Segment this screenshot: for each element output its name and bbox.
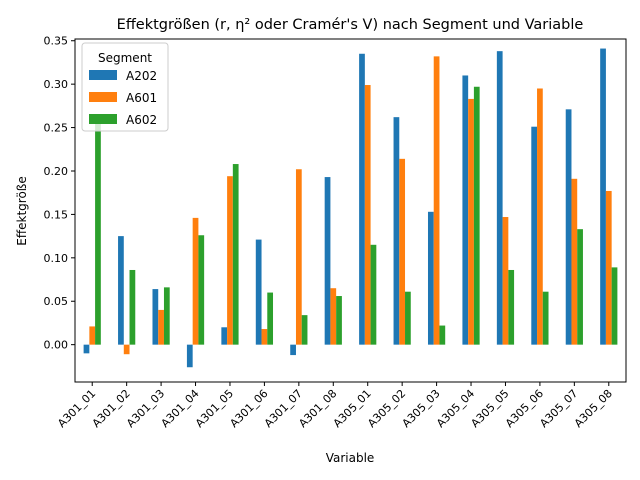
bar-A202-A301_07 xyxy=(290,344,296,356)
bar-A601-A301_06 xyxy=(261,329,268,345)
bar-A202-A301_05 xyxy=(221,327,228,345)
legend: Segment A202 A601 A602 xyxy=(81,42,169,132)
plot-frame xyxy=(74,38,627,383)
bar-A202-A305_08 xyxy=(600,48,606,345)
x-tick-label: A305_08 xyxy=(572,387,615,430)
y-tick-label: 0.15 xyxy=(44,208,69,221)
legend-swatch-A601 xyxy=(89,92,117,102)
y-axis-label: Effektgröße xyxy=(15,176,29,245)
bar-A202-A301_08 xyxy=(324,177,331,345)
bar-A602-A301_06 xyxy=(267,292,274,345)
legend-label-A202: A202 xyxy=(126,69,157,83)
bar-A601-A305_06 xyxy=(537,88,543,345)
legend-title: Segment xyxy=(98,51,152,65)
bar-A202-A305_03 xyxy=(427,211,434,345)
bar-A601-A301_07 xyxy=(295,169,302,345)
bar-A202-A305_01 xyxy=(359,53,365,345)
bar-A602-A301_01 xyxy=(95,120,101,345)
bar-A601-A305_04 xyxy=(468,98,474,345)
legend-swatch-A202 xyxy=(89,70,117,80)
bar-A602-A301_08 xyxy=(336,296,342,345)
bar-A602-A301_05 xyxy=(232,164,239,345)
legend-frame xyxy=(81,42,169,132)
bar-A602-A301_07 xyxy=(301,315,308,345)
chart-title: Effektgrößen (r, η² oder Cramér's V) nac… xyxy=(117,17,584,33)
bar-A202-A301_03 xyxy=(152,289,159,345)
y-tick-label: 0.30 xyxy=(44,78,69,91)
bar-A602-A305_06 xyxy=(542,291,549,345)
legend-items: A202 A601 A602 xyxy=(89,69,157,127)
bars-layer xyxy=(83,48,618,368)
legend-swatch-A602 xyxy=(89,114,117,124)
y-axis: 0.00 0.05 0.10 0.15 0.20 0.25 0.30 0.35 xyxy=(44,35,75,352)
bar-A202-A301_06 xyxy=(255,239,262,345)
bar-A601-A305_05 xyxy=(502,217,509,345)
x-axis: A301_01A301_02A301_03A301_04A301_05A301_… xyxy=(55,382,615,430)
bar-A601-A301_01 xyxy=(89,326,96,345)
y-tick-label: 0.05 xyxy=(44,295,69,308)
bar-A601-A305_01 xyxy=(364,85,371,345)
legend-label-A601: A601 xyxy=(126,91,157,105)
bar-A202-A301_04 xyxy=(186,344,193,368)
bar-A202-A305_07 xyxy=(565,109,572,345)
y-tick-label: 0.25 xyxy=(44,122,69,135)
y-tick-label: 0.10 xyxy=(44,252,69,265)
bar-A602-A301_03 xyxy=(163,287,170,345)
legend-label-A602: A602 xyxy=(126,113,157,127)
bar-A601-A305_02 xyxy=(399,158,406,345)
bar-A601-A301_08 xyxy=(330,288,337,345)
bar-A202-A301_01 xyxy=(83,344,90,354)
y-tick-label: 0.00 xyxy=(44,339,69,352)
bar-A601-A301_05 xyxy=(227,176,233,345)
bar-A602-A305_04 xyxy=(473,86,480,345)
bar-A601-A305_07 xyxy=(571,178,578,345)
bar-A602-A301_02 xyxy=(129,269,136,345)
bar-A602-A305_08 xyxy=(611,267,618,345)
y-tick-label: 0.35 xyxy=(44,35,69,48)
bar-A602-A305_05 xyxy=(508,269,515,345)
bar-A202-A305_04 xyxy=(462,75,469,345)
bar-A602-A301_04 xyxy=(198,235,205,345)
bar-A601-A301_03 xyxy=(158,309,164,345)
bar-A601-A301_04 xyxy=(192,217,199,345)
bar-A602-A305_07 xyxy=(577,229,583,345)
bar-A601-A305_08 xyxy=(605,190,612,345)
bar-A202-A305_06 xyxy=(531,126,538,345)
y-tick-label: 0.20 xyxy=(44,165,69,178)
bar-A602-A305_02 xyxy=(405,291,411,345)
bar-A602-A305_01 xyxy=(370,244,377,345)
bar-A602-A305_03 xyxy=(439,325,446,345)
bar-A601-A305_03 xyxy=(433,56,440,345)
x-axis-label: Variable xyxy=(326,451,375,465)
bar-A202-A305_05 xyxy=(496,51,503,345)
bar-A202-A305_02 xyxy=(393,117,400,345)
bar-A202-A301_02 xyxy=(118,236,124,345)
bar-A601-A301_02 xyxy=(123,344,130,355)
